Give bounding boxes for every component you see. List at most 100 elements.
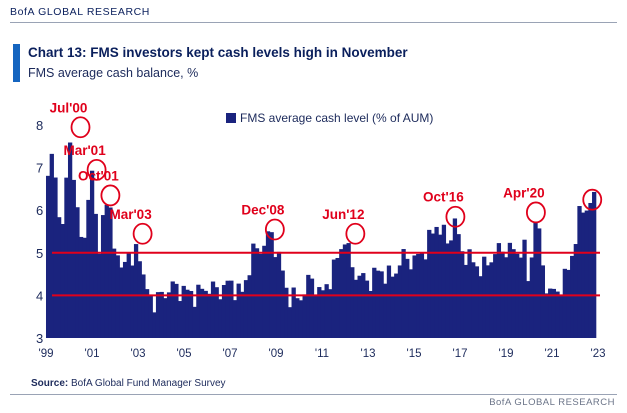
annotation-circle <box>445 205 466 228</box>
bar <box>474 266 480 338</box>
bar <box>394 273 399 338</box>
bar <box>522 239 527 338</box>
bar <box>144 289 150 338</box>
bar <box>489 262 494 338</box>
bar <box>383 283 388 338</box>
bar <box>573 244 578 338</box>
bar <box>89 170 95 338</box>
bar <box>471 262 476 338</box>
bar <box>159 291 164 338</box>
bar <box>412 255 417 338</box>
bar <box>449 240 454 338</box>
bar <box>309 278 315 338</box>
bar <box>328 289 333 338</box>
bar <box>49 153 54 338</box>
bar <box>423 259 428 338</box>
bar <box>364 280 370 338</box>
x-tick-label: '13 <box>361 348 376 360</box>
bar <box>386 265 392 338</box>
bar <box>45 175 51 338</box>
bar <box>188 290 194 338</box>
bar <box>93 213 98 338</box>
annotation-label: Jun'12 <box>322 207 364 222</box>
bar <box>174 283 179 338</box>
x-tick-label: '01 <box>85 348 100 360</box>
bar <box>324 284 329 338</box>
bar <box>537 228 542 338</box>
bar <box>581 212 586 338</box>
bar <box>269 232 274 338</box>
annotation-label: Oct'01 <box>78 168 119 183</box>
bar <box>335 257 340 338</box>
legend: FMS average cash level (% of AUM) <box>226 111 433 125</box>
chart-subtitle: FMS average cash balance, % <box>28 66 199 80</box>
bar <box>551 288 556 338</box>
y-tick-label: 4 <box>36 288 43 303</box>
bar <box>511 249 516 338</box>
annotation-circle <box>264 218 285 241</box>
bar <box>478 276 483 338</box>
bar <box>306 274 311 338</box>
y-tick-label: 3 <box>36 331 43 346</box>
y-tick-label: 5 <box>36 246 43 261</box>
bar <box>559 294 564 338</box>
y-tick-label: 8 <box>36 118 43 133</box>
bar <box>60 224 65 338</box>
bar <box>225 280 230 338</box>
bar <box>82 237 87 338</box>
bar <box>148 295 153 338</box>
bar <box>555 291 560 338</box>
annotation-circle <box>100 184 121 207</box>
bar <box>353 279 359 338</box>
bar <box>229 280 234 338</box>
annotation-circle <box>70 116 91 139</box>
bar <box>570 255 575 338</box>
bar <box>203 290 208 338</box>
x-tick-label: '15 <box>407 348 422 360</box>
bar <box>221 284 227 338</box>
bar <box>133 244 139 338</box>
bar <box>405 258 410 338</box>
bar <box>592 191 597 338</box>
y-tick-label: 6 <box>36 203 43 218</box>
source-label: Source: <box>31 378 69 389</box>
bar <box>295 298 300 338</box>
bar <box>291 287 296 338</box>
bar <box>236 283 241 338</box>
bar <box>438 234 443 338</box>
bar <box>254 248 260 338</box>
annotation-circle <box>132 222 153 245</box>
source-text: BofA Global Fund Manager Survey <box>71 378 226 389</box>
bar <box>247 275 252 338</box>
bar <box>119 267 124 338</box>
bar <box>302 294 307 338</box>
bar <box>280 270 285 338</box>
bar <box>482 256 487 338</box>
bar <box>78 236 84 338</box>
bar <box>155 292 161 338</box>
bar <box>185 289 190 338</box>
bar <box>320 290 326 338</box>
legend-label: FMS average cash level (% of AUM) <box>240 111 434 125</box>
bar <box>441 224 447 338</box>
annotation-circle <box>526 201 546 224</box>
bar <box>100 215 106 338</box>
bar <box>137 261 142 338</box>
bar <box>265 231 271 338</box>
x-tick-label: '17 <box>453 348 468 360</box>
bar <box>196 284 201 338</box>
bar <box>298 300 304 338</box>
annotation-label: Dec'08 <box>241 203 284 218</box>
bar <box>342 244 348 338</box>
x-tick-label: '03 <box>131 348 146 360</box>
bar <box>361 273 366 338</box>
bar <box>181 285 186 338</box>
annotation-circle <box>345 222 366 245</box>
bar <box>357 275 362 338</box>
bar <box>467 249 472 338</box>
bar <box>518 257 524 338</box>
source-note: Source: BofA Global Fund Manager Survey <box>31 378 226 389</box>
bar <box>262 245 267 338</box>
bar <box>273 257 278 338</box>
bar <box>408 269 414 338</box>
